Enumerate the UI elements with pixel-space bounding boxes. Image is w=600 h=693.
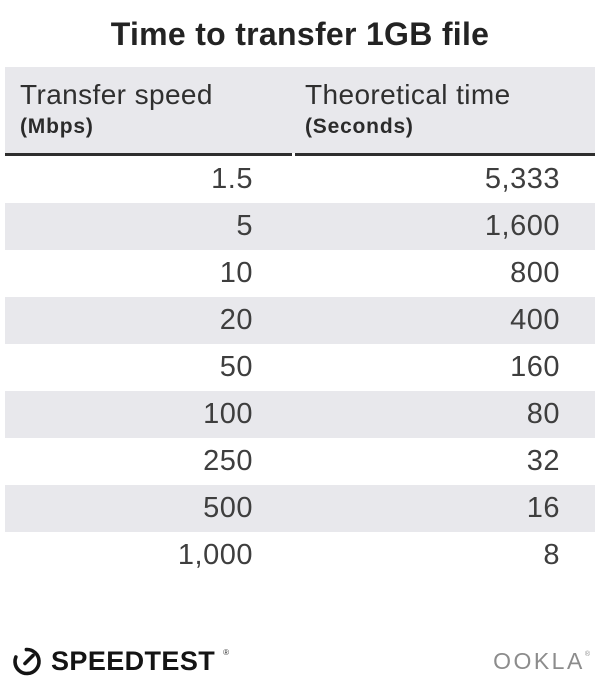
speed-cell: 5 [236,210,253,242]
time-cell: 16 [526,492,560,524]
ookla-registered-mark: ® [584,650,590,658]
speedtest-logo: SPEEDTEST ® [10,644,229,678]
header-cell-speed: Transfer speed (Mbps) [5,67,293,153]
speedtest-gauge-icon [10,644,44,678]
speed-cell: 1,000 [177,539,253,571]
table-body: 1.5 5,333 5 1,600 10 800 20 400 50 160 100 80 250 32 5… [5,156,595,579]
col-time-unit: (Seconds) [305,115,414,138]
footer: SPEEDTEST ® OOKLA ® [0,642,600,680]
table-row: 50 160 [5,344,595,391]
table-header: Transfer speed (Mbps) Theoretical time (… [5,67,595,156]
ookla-label: OOKLA [493,647,585,674]
header-cell-time: Theoretical time (Seconds) [293,67,595,153]
transfer-time-table: Transfer speed (Mbps) Theoretical time (… [5,67,595,579]
speedtest-label: SPEEDTEST [51,645,216,676]
ookla-logo: OOKLA ® [493,648,590,675]
speed-cell: 500 [203,492,253,524]
col-speed-unit: (Mbps) [20,115,94,138]
time-cell: 1,600 [484,210,560,242]
speed-cell: 10 [219,257,253,289]
table-row: 500 16 [5,485,595,532]
speedtest-registered-mark: ® [223,648,230,657]
time-cell: 5,333 [484,163,560,195]
time-cell: 400 [510,304,560,336]
table-row: 5 1,600 [5,203,595,250]
speed-cell: 50 [219,351,253,383]
table-row: 250 32 [5,438,595,485]
time-cell: 160 [510,351,560,383]
time-cell: 80 [526,398,560,430]
speed-cell: 100 [203,398,253,430]
speed-cell: 20 [219,304,253,336]
time-cell: 800 [510,257,560,289]
time-cell: 32 [526,445,560,477]
speed-cell: 250 [203,445,253,477]
col-speed-label: Transfer speed [20,79,213,110]
table-row: 20 400 [5,297,595,344]
time-cell: 8 [543,539,560,571]
table-row: 1.5 5,333 [5,156,595,203]
col-time-label: Theoretical time [305,79,511,110]
table-row: 1,000 8 [5,532,595,579]
table-row: 10 800 [5,250,595,297]
speed-cell: 1.5 [211,163,253,195]
page-title: Time to transfer 1GB file [110,16,490,52]
table-row: 100 80 [5,391,595,438]
